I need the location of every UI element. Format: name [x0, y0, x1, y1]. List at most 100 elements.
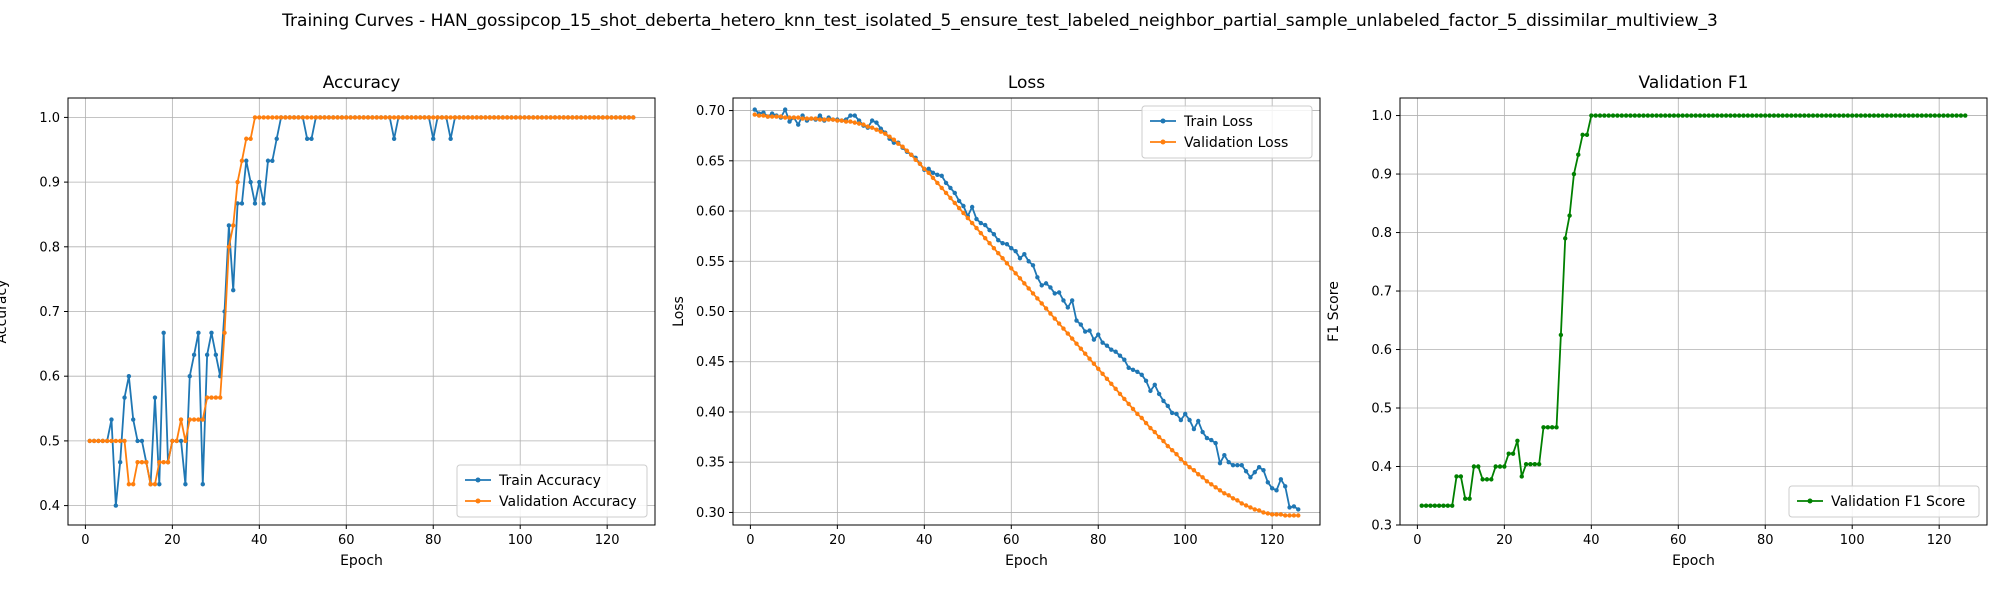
data-point	[1519, 474, 1524, 479]
y-tick-label: 0.40	[696, 405, 725, 420]
data-point	[1536, 461, 1542, 467]
x-tick-label: 20	[829, 533, 846, 548]
data-point	[848, 113, 853, 118]
data-point	[1489, 477, 1494, 482]
data-point	[483, 115, 488, 120]
data-point	[952, 190, 957, 196]
data-point	[291, 115, 297, 120]
data-point	[1065, 331, 1071, 336]
data-point	[1445, 503, 1451, 508]
data-point	[1484, 477, 1490, 482]
data-point	[1161, 398, 1166, 404]
data-point	[974, 216, 979, 222]
data-point	[626, 115, 632, 120]
data-point	[422, 115, 427, 120]
data-point	[752, 107, 757, 112]
data-point	[1810, 113, 1816, 118]
data-point	[452, 115, 458, 120]
data-point	[1052, 291, 1057, 296]
data-point	[1915, 113, 1920, 118]
y-tick-label: 0.65	[696, 154, 725, 169]
data-point	[909, 152, 914, 157]
data-point	[1056, 290, 1062, 295]
data-point	[1454, 474, 1459, 479]
data-point	[874, 120, 879, 125]
data-point	[978, 220, 984, 226]
figure-suptitle: Training Curves - HAN_gossipcop_15_shot_…	[281, 11, 1718, 31]
data-point	[544, 115, 549, 120]
x-tick-label: 40	[916, 533, 933, 548]
y-tick-label: 0.6	[1371, 343, 1392, 358]
data-point	[191, 417, 197, 422]
data-point	[1087, 328, 1092, 333]
data-point	[104, 438, 110, 444]
data-point	[1889, 113, 1894, 118]
panel-title: Loss	[1008, 73, 1045, 93]
data-point	[1897, 113, 1903, 118]
data-point	[261, 201, 266, 206]
data-point	[609, 115, 614, 120]
data-point	[239, 201, 245, 206]
data-point	[1296, 507, 1301, 512]
x-axis-label: Epoch	[1005, 553, 1048, 569]
data-point	[1432, 503, 1437, 508]
data-point	[956, 198, 962, 204]
data-point	[1078, 322, 1084, 327]
x-tick-label: 40	[1583, 533, 1600, 548]
data-point	[1239, 463, 1244, 468]
data-point	[235, 201, 240, 206]
data-point	[878, 126, 884, 131]
data-point	[604, 115, 610, 120]
data-point	[1230, 496, 1236, 501]
data-point	[939, 185, 944, 191]
data-point	[361, 115, 366, 120]
data-point	[787, 115, 792, 120]
data-point	[1278, 477, 1284, 482]
data-point	[326, 115, 332, 120]
data-point	[1845, 113, 1851, 118]
data-point	[1078, 346, 1084, 351]
data-point	[304, 115, 310, 120]
data-point	[1649, 113, 1655, 118]
data-point	[1767, 113, 1772, 118]
x-tick-label: 80	[1090, 533, 1107, 548]
data-point	[257, 115, 262, 120]
data-point	[913, 157, 918, 162]
data-point	[1754, 113, 1759, 118]
data-point	[1458, 474, 1464, 479]
data-point	[887, 134, 892, 139]
data-point	[252, 115, 258, 120]
data-point	[1178, 456, 1184, 462]
data-point	[1135, 369, 1140, 374]
data-point	[391, 115, 397, 120]
data-point	[222, 330, 227, 336]
x-tick-label: 100	[1840, 533, 1865, 548]
legend-swatch-marker	[475, 477, 481, 483]
data-point	[444, 115, 449, 120]
data-point	[1139, 415, 1144, 421]
data-point	[1841, 113, 1846, 118]
data-point	[270, 158, 275, 163]
data-point	[457, 115, 462, 120]
data-point	[1497, 464, 1503, 469]
data-point	[1296, 513, 1301, 518]
data-point	[1715, 113, 1720, 118]
data-point	[835, 118, 840, 123]
data-point	[1052, 316, 1057, 321]
data-point	[1506, 451, 1511, 456]
data-point	[1728, 113, 1733, 118]
data-point	[235, 179, 240, 185]
x-tick-label: 20	[164, 533, 181, 548]
data-point	[848, 119, 853, 124]
data-point	[157, 482, 162, 487]
data-point	[1597, 113, 1603, 118]
data-point	[1104, 376, 1110, 382]
data-point	[1654, 113, 1659, 118]
data-point	[400, 115, 406, 120]
data-point	[122, 395, 127, 400]
data-point	[1710, 113, 1716, 118]
validation-f1-panel: 0 20 40 60 80 100 120 0.3 0.4 0.5 0.6 0.7 0.8 0.9 1.0 V…	[1326, 73, 1988, 569]
data-point	[1152, 382, 1157, 388]
data-point	[387, 115, 392, 120]
data-point	[1139, 372, 1144, 377]
